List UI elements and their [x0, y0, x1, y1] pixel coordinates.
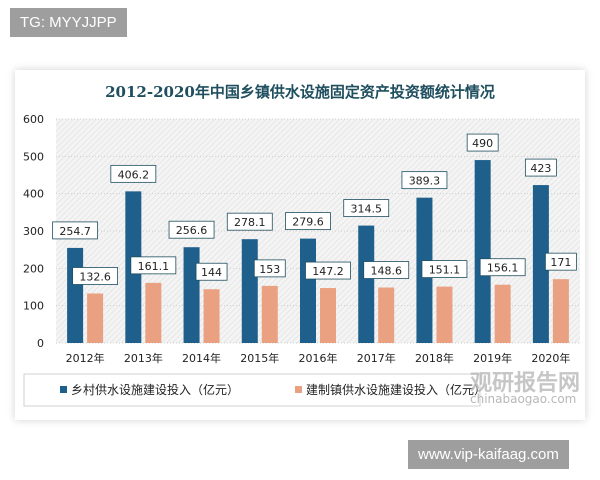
data-label-box — [544, 252, 577, 271]
legend-label-rural: 乡村供水设施建设投入（亿元） — [71, 382, 239, 397]
y-tick-label: 200 — [23, 262, 44, 275]
data-label-box — [524, 158, 557, 177]
bar-town — [436, 286, 453, 343]
bar-town — [261, 285, 278, 343]
bar-town — [378, 287, 395, 343]
legend-label-town: 建制镇供水设施建设投入（亿元） — [306, 382, 486, 397]
data-label-box — [466, 133, 499, 152]
x-tick-label: 2014年 — [182, 351, 221, 365]
data-label-box — [479, 258, 526, 277]
data-label: 161.1 — [138, 260, 170, 273]
x-tick-label: 2016年 — [299, 351, 338, 365]
chart-title: 2012-2020年中国乡镇供水设施固定资产投资额统计情况 — [105, 83, 495, 101]
data-label: 132.6 — [79, 270, 111, 283]
x-tick-label: 2018年 — [415, 351, 454, 365]
data-label: 406.2 — [118, 168, 150, 181]
y-tick-label: 300 — [23, 225, 44, 238]
watermark-url: chinabaogao.com — [470, 392, 577, 406]
bar-rural — [532, 185, 549, 343]
data-label: 256.6 — [176, 224, 208, 237]
bar-rural — [183, 247, 200, 343]
data-label: 144 — [201, 266, 222, 279]
bar-town — [320, 288, 336, 343]
data-label: 147.2 — [312, 265, 344, 278]
y-tick-label: 500 — [23, 150, 44, 163]
bar-rural — [241, 239, 258, 343]
data-label-box — [226, 212, 273, 231]
legend — [23, 373, 481, 407]
x-tick-label: 2015年 — [240, 351, 279, 365]
data-label: 423 — [530, 162, 551, 175]
data-label: 278.1 — [234, 216, 266, 229]
data-label-box — [110, 164, 157, 183]
legend-swatch-rural — [60, 386, 67, 393]
data-label-box — [305, 261, 351, 280]
data-label: 156.1 — [487, 262, 519, 275]
top-tag: TG: MYYJJPP — [10, 8, 127, 37]
data-label-box — [285, 212, 331, 231]
data-label-box — [168, 220, 215, 239]
data-label-box — [253, 259, 286, 278]
bar-town — [494, 284, 511, 343]
legend-swatch-town — [295, 386, 302, 393]
x-tick-label: 2017年 — [357, 351, 396, 365]
data-label: 254.7 — [59, 225, 91, 238]
data-label-box — [72, 267, 119, 285]
bar-town — [145, 282, 162, 343]
bar-town — [552, 279, 569, 343]
data-label: 314.5 — [350, 203, 382, 216]
data-label-box — [130, 256, 177, 275]
y-tick-label: 400 — [23, 188, 44, 201]
data-label-box — [401, 171, 448, 190]
bar-town — [203, 289, 220, 343]
data-label: 389.3 — [409, 175, 441, 188]
bar-rural — [67, 247, 84, 343]
y-tick-label: 600 — [23, 113, 44, 126]
bar-town — [87, 293, 104, 343]
x-tick-label: 2020年 — [531, 351, 570, 365]
bar-rural — [474, 160, 491, 343]
data-label-box — [421, 260, 468, 278]
data-label: 153 — [259, 263, 280, 276]
bottom-tag: www.vip-kaifaag.com — [408, 440, 569, 469]
data-label: 171 — [550, 256, 571, 269]
data-label-box — [343, 199, 390, 217]
data-label: 490 — [472, 137, 493, 150]
watermark-logo: 观研报告网 — [470, 371, 581, 396]
y-tick-label: 0 — [37, 337, 44, 350]
data-label: 148.6 — [370, 265, 402, 278]
data-label: 279.6 — [292, 216, 324, 229]
x-tick-label: 2019年 — [473, 351, 512, 365]
x-tick-label: 2012年 — [66, 351, 105, 365]
bar-rural — [358, 225, 375, 343]
data-label: 151.1 — [429, 264, 461, 277]
data-label-box — [195, 262, 228, 281]
bar-rural — [300, 238, 316, 343]
y-tick-label: 100 — [23, 300, 44, 313]
data-label-box — [363, 261, 410, 279]
data-label-box — [52, 221, 99, 240]
x-tick-label: 2013年 — [124, 351, 163, 365]
